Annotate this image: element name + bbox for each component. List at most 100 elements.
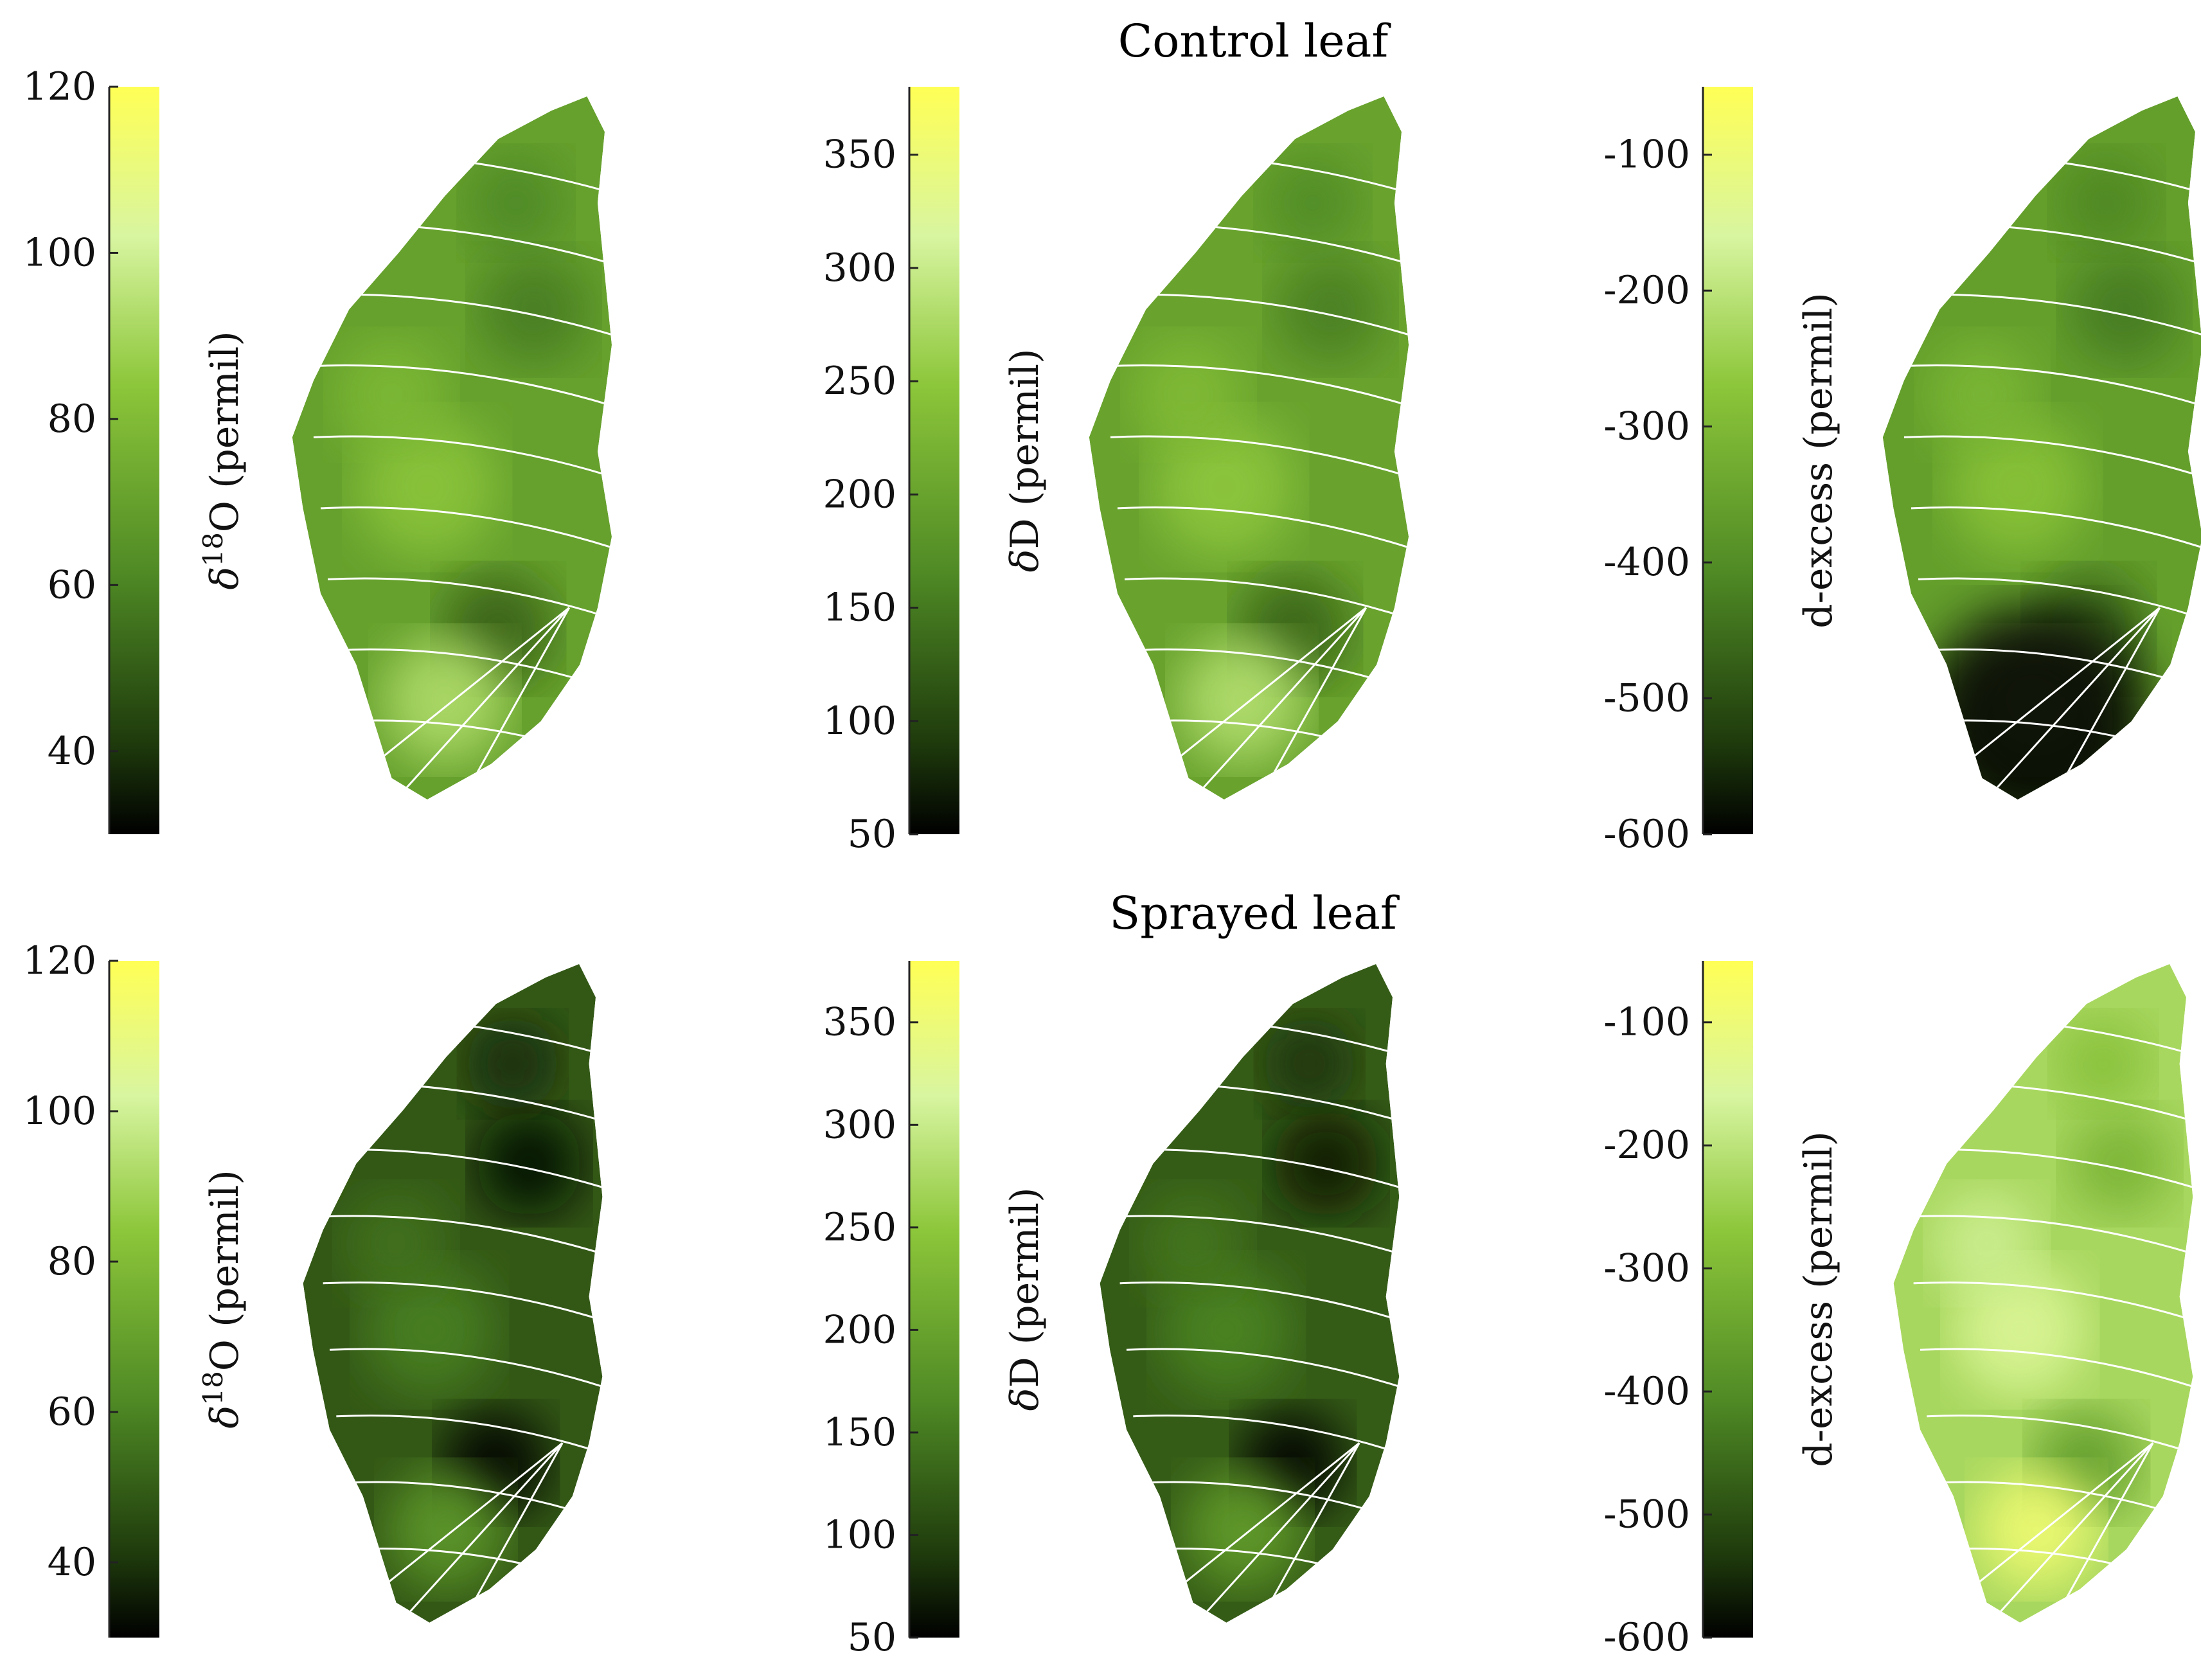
tick-label: 200: [823, 1307, 896, 1352]
tick-label: -100: [1603, 1000, 1690, 1045]
colorbar-label: δ18O (permil): [197, 331, 248, 590]
heat-blob: [1263, 1017, 1357, 1111]
vein: [1903, 435, 2201, 481]
heat-blob: [2067, 253, 2181, 366]
heat-blob: [356, 416, 499, 559]
heat-blob: [1139, 1190, 1247, 1297]
heat-blob: [362, 1263, 496, 1397]
tick-label: -600: [1603, 812, 1690, 857]
tick-label: -300: [1603, 404, 1690, 449]
heat-blob: [1925, 337, 2039, 452]
heat-blob: [1274, 253, 1387, 366]
tick-label: 100: [823, 1512, 896, 1557]
vein: [1918, 577, 2201, 623]
heat-blob: [1132, 337, 1245, 452]
vein: [1995, 1442, 2154, 1617]
heat-blob: [1153, 416, 1296, 559]
tick-label: 50: [848, 1615, 896, 1660]
vein: [1907, 1215, 2193, 1258]
colorbar: [109, 87, 159, 834]
heat-blob: [2056, 153, 2157, 253]
heat-blob: [335, 337, 449, 452]
vein: [1202, 1442, 1360, 1617]
vein: [465, 1442, 564, 1617]
panel-2: 50 100 150 200 250 300 350 δD (permil): [823, 87, 1409, 857]
heat-blob: [1953, 1263, 2087, 1397]
leaf-heatmap: [303, 964, 603, 1623]
tick-label: 350: [823, 132, 896, 177]
tick-label: 60: [48, 562, 96, 607]
tick-label: 50: [848, 812, 896, 857]
tick-label: 300: [823, 246, 896, 290]
heat-blob: [476, 1110, 583, 1217]
vein: [2056, 607, 2161, 793]
vein: [405, 1442, 564, 1617]
tick-label: 250: [823, 1205, 896, 1250]
vein: [1103, 364, 1409, 410]
tick-label: -200: [1603, 268, 1690, 313]
leaf-heatmap: [1882, 96, 2201, 800]
vein: [1119, 1282, 1400, 1325]
tick-label: 150: [823, 585, 896, 630]
vein: [336, 1415, 603, 1458]
vein: [1896, 364, 2201, 410]
tick-label: -500: [1603, 676, 1690, 721]
tick-label: -300: [1603, 1246, 1690, 1291]
tick-label: 350: [823, 1000, 896, 1045]
row-title-control: Control leaf: [1118, 15, 1392, 67]
colorbar-label: d-excess (permil): [1796, 1131, 1841, 1467]
vein: [329, 1348, 603, 1391]
panel-1: 40 60 80 100 120 δ18O (permil): [22, 64, 612, 834]
vein: [306, 364, 612, 410]
tick-label: 40: [48, 1540, 96, 1585]
colorbar: [109, 961, 159, 1638]
tick-label: 80: [48, 1239, 96, 1284]
vein: [1262, 607, 1368, 793]
heat-blob: [477, 253, 591, 366]
panel-5: 50 100 150 200 250 300 350 δD (permil): [823, 961, 1400, 1660]
colorbar: [1703, 961, 1753, 1638]
panel-3: -600 -500 -400 -300 -200 -100 d-excess (permil…: [1603, 87, 2201, 857]
colorbar-label: δD (permil): [1002, 1188, 1047, 1411]
tick-label: 120: [22, 64, 96, 109]
colorbar-label: δ18O (permil): [197, 1170, 248, 1429]
leaf-heatmap: [1100, 964, 1400, 1623]
tick-label: 40: [48, 729, 96, 774]
panel-4: 40 60 80 100 120 δ18O (permil): [22, 938, 603, 1638]
panel-6: -600 -500 -400 -300 -200 -100 d-excess (permil…: [1603, 961, 2193, 1660]
tick-label: 100: [22, 1089, 96, 1134]
tick-label: 80: [48, 397, 96, 442]
colorbar-label: d-excess (permil): [1796, 292, 1841, 628]
vein: [1117, 506, 1409, 552]
tick-label: -400: [1603, 540, 1690, 585]
tick-label: 250: [823, 359, 896, 404]
heat-blob: [2056, 1017, 2150, 1111]
vein: [1911, 506, 2201, 552]
leaf-heatmap: [1089, 96, 1409, 800]
vein: [1124, 577, 1409, 623]
vein: [1927, 1415, 2193, 1458]
vein: [316, 1215, 603, 1258]
tick-label: 60: [48, 1390, 96, 1434]
heat-blob: [1263, 153, 1363, 253]
heat-blob: [1272, 1110, 1380, 1217]
vein: [1261, 1442, 1360, 1617]
vein: [401, 607, 570, 793]
heat-blob: [343, 1190, 450, 1297]
colorbar-label: δD (permil): [1002, 349, 1047, 573]
vein: [313, 435, 612, 481]
heat-blob: [1921, 607, 2150, 800]
vein: [1920, 1348, 2193, 1391]
vein: [1113, 1215, 1400, 1258]
tick-label: -100: [1603, 132, 1690, 177]
colorbar: [909, 961, 959, 1638]
tick-label: -500: [1603, 1492, 1690, 1537]
vein: [327, 577, 612, 623]
heat-blob: [1947, 416, 2089, 559]
colorbar: [909, 87, 959, 834]
vein: [2055, 1442, 2154, 1617]
vein: [320, 506, 612, 552]
tick-label: 150: [823, 1410, 896, 1455]
row-title-sprayed: Sprayed leaf: [1109, 887, 1400, 940]
